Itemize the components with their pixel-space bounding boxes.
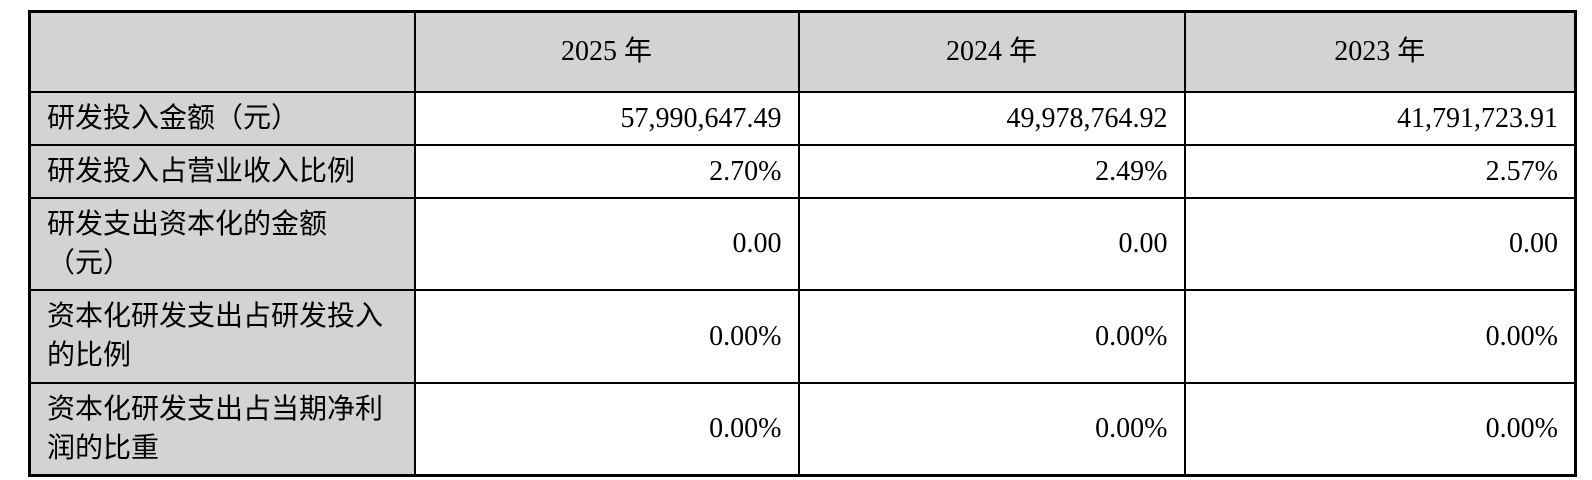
value-capitalized-rd-amount-2023: 0.00 <box>1183 196 1577 292</box>
row-label-capitalized-rd-of-rd-ratio: 资本化研发支出占研发投入 的比例 <box>28 289 416 384</box>
header-year-2023: 2023 年 <box>1183 10 1577 93</box>
rd-investment-table-container: 2025 年 2024 年 2023 年 研发投入金额（元） 57,990,64… <box>28 10 1577 477</box>
value-capitalized-rd-amount-2025: 0.00 <box>413 196 800 292</box>
row-label-capitalized-rd-of-net-profit-ratio: 资本化研发支出占当期净利 润的比重 <box>28 381 416 477</box>
value-rd-revenue-ratio-2024: 2.49% <box>797 143 1186 199</box>
header-empty-cell <box>28 10 416 93</box>
table-row-capitalized-rd-of-rd-ratio: 资本化研发支出占研发投入 的比例 0.00% 0.00% 0.00% <box>28 289 1577 384</box>
table-row-capitalized-rd-amount: 研发支出资本化的金额 （元） 0.00 0.00 0.00 <box>28 196 1577 292</box>
rd-investment-table: 2025 年 2024 年 2023 年 研发投入金额（元） 57,990,64… <box>28 10 1577 477</box>
row-label-capitalized-rd-amount: 研发支出资本化的金额 （元） <box>28 196 416 292</box>
value-capitalized-rd-of-net-profit-ratio-2024: 0.00% <box>797 381 1186 477</box>
table-header-row: 2025 年 2024 年 2023 年 <box>28 10 1577 93</box>
value-rd-revenue-ratio-2025: 2.70% <box>413 143 800 199</box>
row-label-rd-revenue-ratio: 研发投入占营业收入比例 <box>28 143 416 199</box>
value-capitalized-rd-amount-2024: 0.00 <box>797 196 1186 292</box>
header-year-2024: 2024 年 <box>797 10 1186 93</box>
value-rd-investment-amount-2023: 41,791,723.91 <box>1183 90 1577 146</box>
value-rd-investment-amount-2025: 57,990,647.49 <box>413 90 800 146</box>
table-row-rd-revenue-ratio: 研发投入占营业收入比例 2.70% 2.49% 2.57% <box>28 143 1577 199</box>
header-year-2025: 2025 年 <box>413 10 800 93</box>
value-capitalized-rd-of-net-profit-ratio-2025: 0.00% <box>413 381 800 477</box>
value-rd-investment-amount-2024: 49,978,764.92 <box>797 90 1186 146</box>
table-row-capitalized-rd-of-net-profit-ratio: 资本化研发支出占当期净利 润的比重 0.00% 0.00% 0.00% <box>28 381 1577 477</box>
value-capitalized-rd-of-rd-ratio-2024: 0.00% <box>797 289 1186 384</box>
value-rd-revenue-ratio-2023: 2.57% <box>1183 143 1577 199</box>
value-capitalized-rd-of-rd-ratio-2025: 0.00% <box>413 289 800 384</box>
table-row-rd-investment-amount: 研发投入金额（元） 57,990,647.49 49,978,764.92 41… <box>28 90 1577 146</box>
row-label-rd-investment-amount: 研发投入金额（元） <box>28 90 416 146</box>
value-capitalized-rd-of-net-profit-ratio-2023: 0.00% <box>1183 381 1577 477</box>
value-capitalized-rd-of-rd-ratio-2023: 0.00% <box>1183 289 1577 384</box>
